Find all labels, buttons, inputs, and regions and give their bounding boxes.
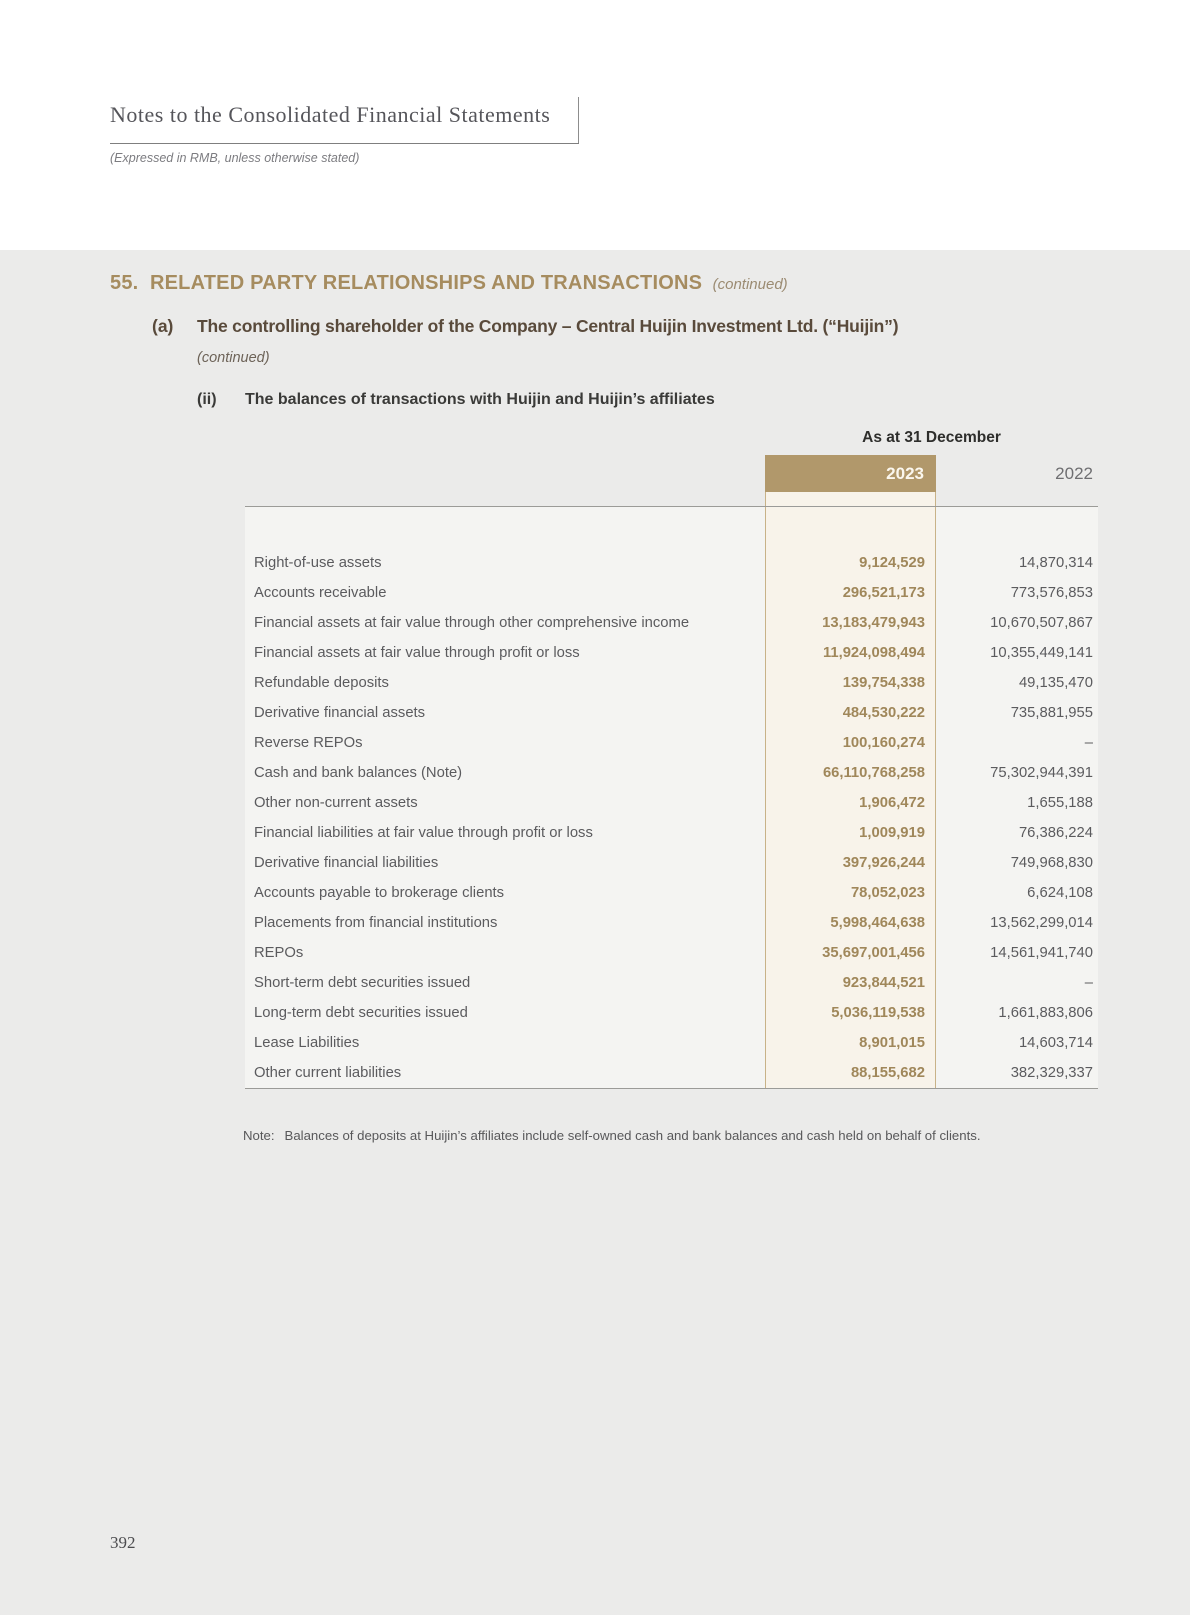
table-header: As at 31 December 2023 2022 (245, 429, 1098, 506)
row-label: Long-term debt securities issued (254, 1005, 468, 1021)
content-area: 55. RELATED PARTY RELATIONSHIPS AND TRANS… (0, 250, 1190, 1615)
body-spacer (936, 507, 1098, 548)
row-value-2023: 923,844,521 (765, 968, 936, 998)
row-value-2022: 13,562,299,014 (990, 915, 1093, 931)
row-value-2023: 5,998,464,638 (765, 908, 936, 938)
column-header-2022: 2022 (1055, 464, 1093, 483)
table-date-header: As at 31 December (862, 429, 1001, 446)
row-label: Placements from financial institutions (254, 915, 498, 931)
row-value-2022: 76,386,224 (1018, 825, 1093, 841)
row-label: Lease Liabilities (254, 1035, 360, 1051)
section-heading: 55. RELATED PARTY RELATIONSHIPS AND TRANS… (110, 272, 788, 295)
document-title: Notes to the Consolidated Financial Stat… (110, 102, 551, 127)
row-label: Accounts payable to brokerage clients (254, 885, 505, 901)
row-value-2022: 14,603,714 (1018, 1035, 1093, 1051)
row-value-2022: 1,655,188 (1027, 795, 1093, 811)
subsection-ii-title: The balances of transactions with Huijin… (245, 391, 715, 408)
row-value-2023: 484,530,222 (765, 698, 936, 728)
row-value-2023: 397,926,244 (765, 848, 936, 878)
row-label: Financial liabilities at fair value thro… (254, 825, 593, 841)
row-label: Short-term debt securities issued (254, 975, 471, 991)
row-value-2023: 1,906,472 (765, 788, 936, 818)
row-value-2023: 13,183,479,943 (765, 608, 936, 638)
table-note: Note: Balances of deposits at Huijin’s af… (243, 1128, 1113, 1143)
subsection-a-label: (a) (152, 316, 174, 336)
row-value-2022: 382,329,337 (1010, 1065, 1093, 1081)
row-value-2022: 1,661,883,806 (998, 1005, 1093, 1021)
row-value-2022: 10,355,449,141 (990, 645, 1093, 661)
section-continued: (continued) (712, 276, 788, 293)
row-value-2022: 735,881,955 (1010, 705, 1093, 721)
subsection-a-title: The controlling shareholder of the Compa… (197, 316, 899, 336)
header-gap (936, 492, 1098, 506)
body-spacer-highlight (765, 507, 936, 548)
subsection-a-continued: (continued) (197, 350, 270, 366)
row-value-2023: 88,155,682 (765, 1058, 936, 1088)
row-value-2022: – (1084, 975, 1093, 991)
row-value-2022: 14,870,314 (1018, 555, 1093, 571)
column-header-2023: 2023 (765, 455, 936, 492)
row-value-2023: 35,697,001,456 (765, 938, 936, 968)
section-title: RELATED PARTY RELATIONSHIPS AND TRANSACT… (150, 272, 703, 294)
row-value-2023: 296,521,173 (765, 578, 936, 608)
row-value-2023: 1,009,919 (765, 818, 936, 848)
row-label: Refundable deposits (254, 675, 389, 691)
note-label: Note: (243, 1128, 275, 1143)
row-value-2022: 6,624,108 (1027, 885, 1093, 901)
row-label: Other non-current assets (254, 795, 418, 811)
header-gap (245, 492, 765, 506)
row-value-2023: 66,110,768,258 (765, 758, 936, 788)
subsection-ii-label: (ii) (197, 391, 217, 408)
row-label: Derivative financial assets (254, 705, 426, 721)
row-label: Financial assets at fair value through o… (254, 615, 690, 631)
table-body-rows: Right-of-use assets 9,124,529 14,870,314… (245, 506, 1098, 1089)
page-number: 392 (110, 1533, 136, 1552)
row-value-2023: 9,124,529 (765, 548, 936, 578)
row-value-2022: 49,135,470 (1018, 675, 1093, 691)
row-label: Other current liabilities (254, 1065, 402, 1081)
balances-table: As at 31 December 2023 2022 Right-of-use… (245, 429, 1098, 1089)
row-label: Accounts receivable (254, 585, 387, 601)
row-value-2022: 75,302,944,391 (990, 765, 1093, 781)
row-value-2022: 773,576,853 (1010, 585, 1093, 601)
row-label: Reverse REPOs (254, 735, 363, 751)
row-value-2022: – (1084, 735, 1093, 751)
header-rule (110, 143, 579, 144)
header-gap-highlight (765, 492, 936, 506)
header-vertical-divider (578, 97, 579, 144)
row-label: Financial assets at fair value through p… (254, 645, 580, 661)
document-subtitle: (Expressed in RMB, unless otherwise stat… (110, 151, 360, 165)
row-label: Right-of-use assets (254, 555, 382, 571)
row-label: Derivative financial liabilities (254, 855, 439, 871)
row-label: REPOs (254, 945, 304, 961)
row-value-2022: 10,670,507,867 (990, 615, 1093, 631)
note-text: Balances of deposits at Huijin’s affilia… (284, 1128, 981, 1143)
row-value-2022: 749,968,830 (1010, 855, 1093, 871)
row-value-2023: 78,052,023 (765, 878, 936, 908)
row-value-2023: 139,754,338 (765, 668, 936, 698)
section-number: 55. (110, 272, 139, 294)
body-spacer (245, 507, 765, 548)
row-value-2023: 11,924,098,494 (765, 638, 936, 668)
row-value-2023: 100,160,274 (765, 728, 936, 758)
row-value-2023: 8,901,015 (765, 1028, 936, 1058)
row-label: Cash and bank balances (Note) (254, 765, 463, 781)
row-value-2022: 14,561,941,740 (990, 945, 1093, 961)
row-value-2023: 5,036,119,538 (765, 998, 936, 1028)
